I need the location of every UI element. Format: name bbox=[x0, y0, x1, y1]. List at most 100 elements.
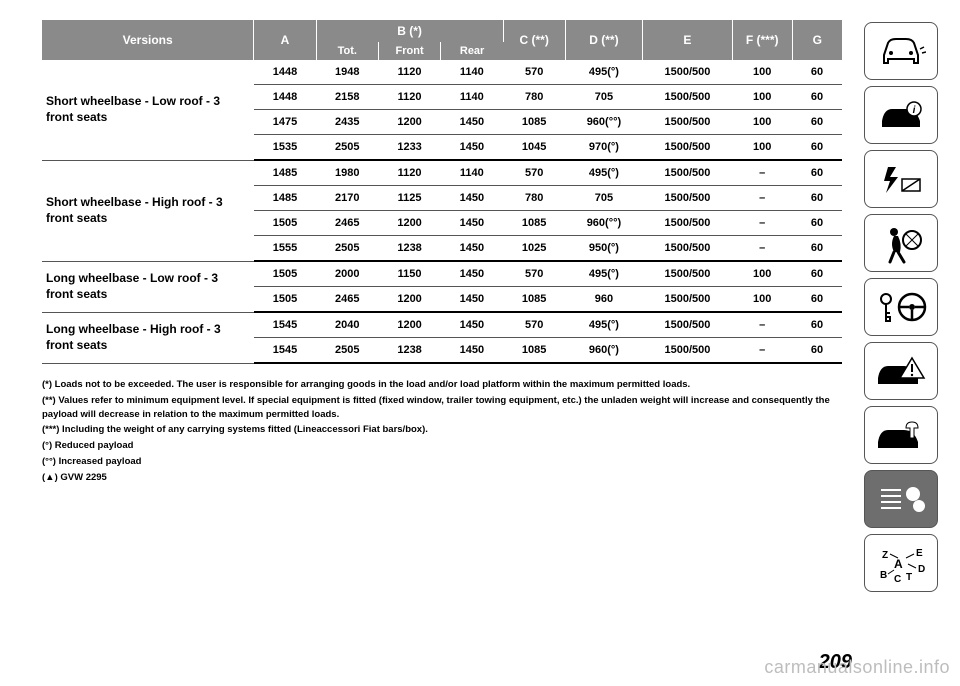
cell: 60 bbox=[792, 186, 842, 211]
cell: 1200 bbox=[378, 312, 440, 338]
cell: 780 bbox=[503, 85, 565, 110]
cell: 2465 bbox=[316, 287, 378, 313]
footnote: (***) Including the weight of any carryi… bbox=[42, 423, 842, 437]
cell: 1500/500 bbox=[643, 60, 733, 85]
cell: 570 bbox=[503, 312, 565, 338]
svg-text:T: T bbox=[906, 572, 912, 583]
cell: 2170 bbox=[316, 186, 378, 211]
col-b: B (*) bbox=[316, 20, 503, 42]
cell: 1500/500 bbox=[643, 287, 733, 313]
cell: 1485 bbox=[254, 186, 316, 211]
cell: 2040 bbox=[316, 312, 378, 338]
cell: 1535 bbox=[254, 135, 316, 161]
cell: 1233 bbox=[378, 135, 440, 161]
cell: 1500/500 bbox=[643, 261, 733, 287]
cell: 1448 bbox=[254, 60, 316, 85]
car-service-icon bbox=[864, 406, 938, 464]
col-d: D (**) bbox=[565, 20, 642, 60]
cell: 1450 bbox=[441, 236, 503, 262]
cell: 495(°) bbox=[565, 312, 642, 338]
car-hazard-icon bbox=[864, 342, 938, 400]
svg-text:i: i bbox=[913, 105, 916, 116]
cell: 1025 bbox=[503, 236, 565, 262]
footnote: (**) Values refer to minimum equipment l… bbox=[42, 394, 842, 422]
page-content: Versions A B (*) C (**) D (**) E F (***)… bbox=[42, 20, 842, 486]
cell: 2465 bbox=[316, 211, 378, 236]
cell: 1500/500 bbox=[643, 85, 733, 110]
cell: – bbox=[732, 236, 792, 262]
car-front-icon bbox=[864, 22, 938, 80]
warning-light-icon bbox=[864, 150, 938, 208]
cell: 1120 bbox=[378, 160, 440, 186]
cell: – bbox=[732, 312, 792, 338]
cell: 1450 bbox=[441, 261, 503, 287]
cell: 570 bbox=[503, 160, 565, 186]
alphabet-index-icon: ZEBADCT bbox=[864, 534, 938, 592]
cell: 60 bbox=[792, 312, 842, 338]
col-g: G bbox=[792, 20, 842, 60]
cell: 1448 bbox=[254, 85, 316, 110]
cell: 1200 bbox=[378, 110, 440, 135]
cell: 1200 bbox=[378, 211, 440, 236]
svg-text:Z: Z bbox=[882, 550, 888, 561]
cell: 100 bbox=[732, 85, 792, 110]
col-versions: Versions bbox=[42, 20, 254, 60]
cell: 1140 bbox=[441, 160, 503, 186]
cell: 1545 bbox=[254, 312, 316, 338]
cell: 2435 bbox=[316, 110, 378, 135]
specs-table: Versions A B (*) C (**) D (**) E F (***)… bbox=[42, 20, 842, 364]
cell: 1450 bbox=[441, 110, 503, 135]
cell: 100 bbox=[732, 287, 792, 313]
cell: – bbox=[732, 186, 792, 211]
col-a: A bbox=[254, 20, 316, 60]
cell: 1450 bbox=[441, 186, 503, 211]
cell: 1085 bbox=[503, 287, 565, 313]
cell: 1475 bbox=[254, 110, 316, 135]
cell: 1500/500 bbox=[643, 110, 733, 135]
cell: 780 bbox=[503, 186, 565, 211]
watermark: carmanualsonline.info bbox=[764, 657, 950, 678]
cell: 570 bbox=[503, 261, 565, 287]
cell: 60 bbox=[792, 338, 842, 364]
cell: 1485 bbox=[254, 160, 316, 186]
cell: 1450 bbox=[441, 287, 503, 313]
svg-text:B: B bbox=[880, 570, 887, 581]
row-label: Short wheelbase - High roof - 3 front se… bbox=[42, 160, 254, 261]
cell: 570 bbox=[503, 60, 565, 85]
cell: 1505 bbox=[254, 261, 316, 287]
cell: 100 bbox=[732, 110, 792, 135]
row-label: Long wheelbase - High roof - 3 front sea… bbox=[42, 312, 254, 363]
table-row: Long wheelbase - Low roof - 3 front seat… bbox=[42, 261, 842, 287]
col-f: F (***) bbox=[732, 20, 792, 60]
cell: 1555 bbox=[254, 236, 316, 262]
table-row: Long wheelbase - High roof - 3 front sea… bbox=[42, 312, 842, 338]
row-label: Short wheelbase - Low roof - 3 front sea… bbox=[42, 60, 254, 160]
cell: 2158 bbox=[316, 85, 378, 110]
cell: 60 bbox=[792, 135, 842, 161]
cell: 1045 bbox=[503, 135, 565, 161]
table-body: Short wheelbase - Low roof - 3 front sea… bbox=[42, 60, 842, 363]
cell: 1500/500 bbox=[643, 160, 733, 186]
key-steering-icon bbox=[864, 278, 938, 336]
cell: 970(°) bbox=[565, 135, 642, 161]
cell: 1150 bbox=[378, 261, 440, 287]
cell: 1200 bbox=[378, 287, 440, 313]
col-e: E bbox=[643, 20, 733, 60]
footnote: (*) Loads not to be exceeded. The user i… bbox=[42, 378, 842, 392]
cell: 950(°) bbox=[565, 236, 642, 262]
cell: 1505 bbox=[254, 211, 316, 236]
cell: 60 bbox=[792, 211, 842, 236]
cell: 1505 bbox=[254, 287, 316, 313]
cell: 1500/500 bbox=[643, 135, 733, 161]
cell: 60 bbox=[792, 110, 842, 135]
cell: – bbox=[732, 338, 792, 364]
car-info-icon: i bbox=[864, 86, 938, 144]
table-row: Short wheelbase - High roof - 3 front se… bbox=[42, 160, 842, 186]
cell: 100 bbox=[732, 261, 792, 287]
col-b-tot: Tot. bbox=[316, 42, 378, 60]
cell: 1450 bbox=[441, 211, 503, 236]
cell: 960(°°) bbox=[565, 211, 642, 236]
footnotes: (*) Loads not to be exceeded. The user i… bbox=[42, 378, 842, 484]
cell: 1238 bbox=[378, 236, 440, 262]
list-settings-icon bbox=[864, 470, 938, 528]
